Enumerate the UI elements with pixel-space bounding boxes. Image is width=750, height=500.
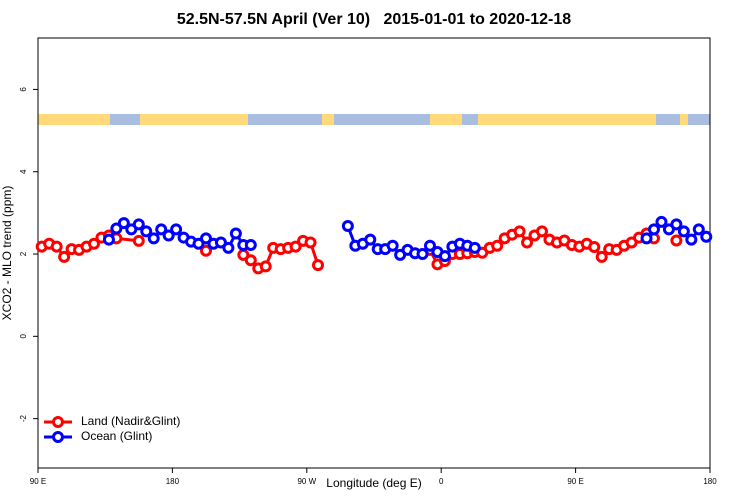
data-point [170,223,183,236]
data-point [468,241,481,254]
data-point [132,234,145,247]
data-point [424,239,436,252]
data-point [588,241,601,254]
data-point [132,218,145,231]
data-point [58,250,71,263]
legend-marker [52,431,64,443]
data-point [50,240,63,253]
data-point [102,233,115,246]
data-point [312,259,324,272]
land-sea-strip [38,114,710,125]
data-point [416,248,429,261]
data-point [214,236,227,249]
data-point [192,237,205,250]
data-point [521,236,534,249]
data-point [677,225,690,238]
data-point [162,229,175,242]
legend-label: Ocean (Glint) [81,429,152,443]
data-point [655,215,668,228]
data-point [259,260,272,273]
data-point [200,244,212,257]
data-point [640,232,653,245]
y-tick-label: 4 [19,169,28,174]
y-tick-label: 2 [19,251,28,256]
data-point [244,238,257,251]
data-point [88,237,100,250]
data-point [222,241,235,254]
data-point [229,227,242,240]
y-tick-label: -2 [19,415,28,423]
data-point [513,225,526,238]
x-tick-label: 180 [703,477,717,486]
data-point [670,234,683,247]
data-point [341,220,354,233]
data-point [140,225,153,238]
x-tick-label: 180 [166,477,180,486]
data-point [364,233,377,246]
y-tick-label: 0 [19,334,28,339]
legend-marker [52,416,64,428]
x-tick-label: 90 E [567,477,583,486]
x-axis-label: Longitude (deg E) [326,476,421,490]
data-point [386,239,399,252]
data-point [595,250,608,263]
x-tick-label: 0 [439,477,444,486]
legend-label: Land (Nadir&Glint) [81,414,180,428]
y-tick-label: 6 [19,87,28,92]
x-tick-label: 90 W [297,477,316,486]
data-point [304,236,317,249]
data-point [491,239,504,252]
data-point [289,240,302,253]
data-point [147,232,160,245]
data-point [117,217,130,230]
y-axis-label: XCO2 - MLO trend (ppm) [0,186,14,321]
data-point [110,222,123,235]
data-point [438,250,451,263]
x-tick-label: 90 E [30,477,46,486]
data-point [685,233,698,246]
plot-frame [37,37,711,469]
data-point [244,254,257,267]
data-point [700,230,713,243]
data-point [648,223,660,236]
data-point [692,223,705,236]
data-point [200,232,212,245]
data-point [155,223,168,236]
chart-title: 52.5N-57.5N April (Ver 10) 2015-01-01 to… [177,11,571,28]
data-point [670,218,683,231]
data-point [536,225,548,238]
